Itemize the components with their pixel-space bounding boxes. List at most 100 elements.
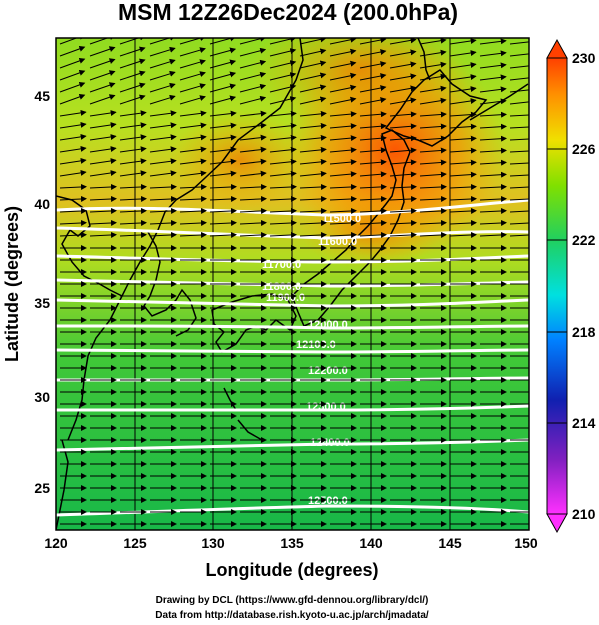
wind-arrow xyxy=(209,195,237,202)
warm-core-center xyxy=(300,190,440,270)
wind-arrow xyxy=(479,62,507,69)
wind-arrow xyxy=(179,219,207,226)
wind-arrow xyxy=(299,48,327,57)
wind-arrow xyxy=(149,146,177,153)
wind-arrow xyxy=(209,95,237,105)
wind-arrow xyxy=(449,38,477,45)
colorbar-tick-label: 218 xyxy=(572,324,596,340)
wind-arrow xyxy=(479,195,507,202)
x-tick-label: 120 xyxy=(44,535,68,551)
wind-arrow xyxy=(329,84,357,93)
wind-arrow xyxy=(89,195,117,202)
colorbar-tick-label: 226 xyxy=(572,141,596,157)
wind-arrow xyxy=(359,61,387,69)
wind-arrow xyxy=(389,111,417,118)
x-tick-label: 140 xyxy=(359,535,383,551)
wind-arrow xyxy=(59,195,87,202)
wind-arrow xyxy=(359,85,387,93)
wind-arrow xyxy=(239,195,267,202)
wind-arrow xyxy=(119,46,146,57)
wind-arrow xyxy=(479,50,507,57)
wind-arrow xyxy=(509,210,529,213)
y-tick-label: 25 xyxy=(34,480,50,496)
wind-arrow xyxy=(89,58,116,69)
wind-arrow xyxy=(239,146,267,153)
wind-arrow xyxy=(419,195,447,202)
x-tick-label: 135 xyxy=(280,535,304,551)
wind-arrow xyxy=(59,157,87,165)
wind-arrow xyxy=(89,134,117,141)
wind-arrow xyxy=(389,135,417,142)
wind-arrow xyxy=(149,122,177,129)
wind-arrow xyxy=(389,61,417,69)
wind-arrow xyxy=(119,58,146,69)
contour-label: 12000.0 xyxy=(308,319,348,331)
wind-arrow xyxy=(239,219,267,226)
wind-arrow xyxy=(359,231,387,238)
wind-arrow xyxy=(419,97,447,105)
wind-arrow xyxy=(239,95,267,105)
wind-arrow xyxy=(239,122,267,129)
wind-arrow xyxy=(179,231,207,238)
wind-arrow xyxy=(449,86,477,93)
wind-arrow xyxy=(179,83,206,93)
wind-arrow xyxy=(419,85,447,93)
wind-arrow xyxy=(179,195,207,202)
wind-arrow xyxy=(299,183,327,190)
wind-arrow xyxy=(89,231,117,238)
wind-arrow xyxy=(329,159,357,166)
wind-arrow xyxy=(389,207,417,214)
x-tick-label: 130 xyxy=(201,535,225,551)
wind-arrow xyxy=(329,171,357,178)
wind-arrow xyxy=(449,171,477,178)
wind-arrow xyxy=(239,170,267,177)
wind-arrow xyxy=(179,207,207,214)
wind-arrow xyxy=(239,231,267,238)
wind-arrow xyxy=(509,198,529,201)
wind-arrow xyxy=(209,207,237,214)
wind-arrow xyxy=(269,219,297,226)
wind-arrow xyxy=(299,195,327,202)
wind-arrow xyxy=(299,84,327,93)
wind-arrow xyxy=(119,158,147,165)
wind-arrow xyxy=(239,134,267,141)
wind-arrow xyxy=(239,158,267,165)
wind-arrow xyxy=(269,231,297,238)
wind-arrow xyxy=(449,159,477,166)
wind-arrow xyxy=(269,60,297,69)
wind-arrow xyxy=(299,110,327,117)
contour-label: 11700.0 xyxy=(262,259,301,271)
wind-arrow xyxy=(209,158,237,165)
wind-arrow xyxy=(209,170,237,177)
wind-arrow xyxy=(479,159,507,166)
wind-arrow xyxy=(209,110,237,117)
wind-arrow xyxy=(239,47,267,57)
wind-arrow xyxy=(509,41,529,45)
wind-arrow xyxy=(299,219,327,226)
wind-arrow xyxy=(89,70,116,81)
warm-band-west xyxy=(170,110,310,210)
colorbar-gradient xyxy=(546,57,568,515)
wind-arrow xyxy=(509,222,529,225)
wind-arrow xyxy=(89,122,117,129)
wind-arrow xyxy=(479,98,507,105)
wind-arrow xyxy=(299,231,327,238)
wind-arrow xyxy=(329,123,357,130)
wind-arrow xyxy=(239,71,267,81)
wind-arrow xyxy=(59,69,86,81)
wind-arrow xyxy=(239,183,267,190)
wind-arrow xyxy=(179,183,207,190)
wind-arrow xyxy=(449,50,477,57)
wind-arrow xyxy=(449,98,477,105)
wind-arrow xyxy=(119,122,147,129)
wind-arrow xyxy=(89,183,117,190)
wind-arrow xyxy=(59,133,87,141)
contour-label: 12400.0 xyxy=(310,437,350,449)
colorbar-tick-label: 230 xyxy=(572,50,596,66)
wind-arrow xyxy=(509,114,529,117)
wind-arrow xyxy=(299,170,327,177)
wind-arrow xyxy=(449,123,477,130)
wind-arrow xyxy=(89,146,117,153)
wind-arrow xyxy=(299,72,327,81)
wind-arrow xyxy=(269,122,297,129)
